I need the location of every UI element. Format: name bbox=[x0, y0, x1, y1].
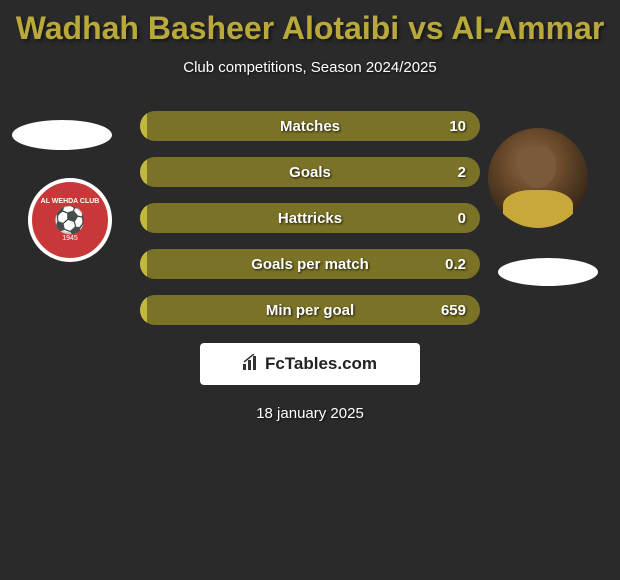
chart-icon bbox=[243, 354, 261, 375]
stat-row: Min per goal 659 bbox=[140, 295, 480, 325]
stat-label: Min per goal bbox=[266, 302, 354, 319]
stat-value: 2 bbox=[458, 164, 466, 181]
brand-label: FcTables.com bbox=[265, 354, 377, 374]
stat-row: Goals per match 0.2 bbox=[140, 249, 480, 279]
stat-bar-left bbox=[140, 249, 147, 279]
stat-bar-left bbox=[140, 111, 147, 141]
stat-row: Goals 2 bbox=[140, 157, 480, 187]
comparison-title: Wadhah Basheer Alotaibi vs AI-Ammar bbox=[0, 0, 620, 47]
stat-value: 0 bbox=[458, 210, 466, 227]
stat-value: 10 bbox=[449, 118, 466, 135]
stat-bar-left bbox=[140, 203, 147, 233]
season-subtitle: Club competitions, Season 2024/2025 bbox=[0, 59, 620, 76]
stat-bar-left bbox=[140, 157, 147, 187]
stats-bars: Matches 10 Goals 2 Hattricks 0 Goals per… bbox=[140, 111, 480, 325]
stat-label: Goals bbox=[289, 164, 331, 181]
stat-value: 659 bbox=[441, 302, 466, 319]
stat-row: Matches 10 bbox=[140, 111, 480, 141]
stats-section: Matches 10 Goals 2 Hattricks 0 Goals per… bbox=[0, 111, 620, 422]
stat-label: Goals per match bbox=[251, 256, 369, 273]
stat-label: Matches bbox=[280, 118, 340, 135]
date-label: 18 january 2025 bbox=[0, 405, 620, 422]
stat-value: 0.2 bbox=[445, 256, 466, 273]
stat-label: Hattricks bbox=[278, 210, 342, 227]
stat-row: Hattricks 0 bbox=[140, 203, 480, 233]
stat-bar-left bbox=[140, 295, 147, 325]
brand-badge[interactable]: FcTables.com bbox=[200, 343, 420, 385]
